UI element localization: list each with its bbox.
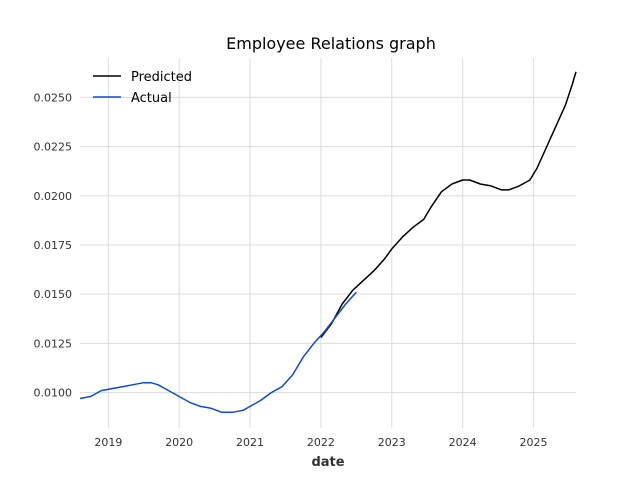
legend-label-actual: Actual (131, 91, 172, 106)
chart-title: Employee Relations graph (226, 34, 436, 53)
y-tick-label: 0.0100 (34, 387, 73, 400)
x-tick-label: 2020 (165, 436, 193, 449)
y-tick-label: 0.0200 (34, 190, 73, 203)
y-gridlines (80, 96, 576, 394)
y-tick-label: 0.0175 (34, 239, 73, 252)
y-tick-label: 0.0125 (34, 337, 73, 350)
x-tick-labels: 2019 2020 2021 2022 2023 2024 2025 (94, 436, 547, 449)
y-tick-label: 0.0150 (34, 288, 73, 301)
series-line-actual (79, 291, 357, 414)
y-tick-label: 0.0250 (34, 91, 73, 104)
x-gridlines (107, 58, 534, 428)
y-tick-label: 0.0225 (34, 141, 73, 154)
x-tick-label: 2022 (307, 436, 335, 449)
x-tick-label: 2019 (94, 436, 122, 449)
series-line-predicted (320, 71, 577, 338)
x-tick-label: 2023 (378, 436, 406, 449)
x-axis-label: date (311, 455, 344, 470)
y-tick-labels: 0.0100 0.0125 0.0150 0.0175 0.0200 0.0225 0.02… (34, 91, 73, 399)
x-tick-label: 2024 (449, 436, 477, 449)
series-layer (79, 71, 577, 414)
x-tick-label: 2021 (236, 436, 264, 449)
legend: Predicted Actual (93, 70, 192, 106)
legend-label-predicted: Predicted (131, 70, 192, 85)
x-tick-label: 2025 (519, 436, 547, 449)
